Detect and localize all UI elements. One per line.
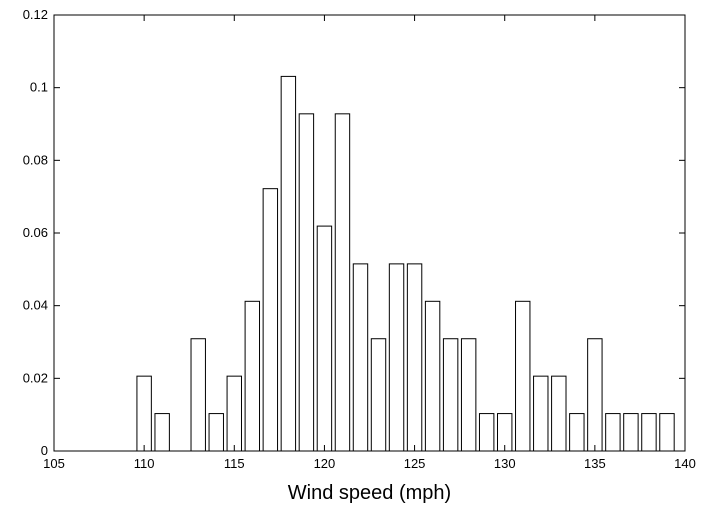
y-tick-label: 0.1 bbox=[30, 80, 48, 95]
histogram-bar bbox=[442, 338, 459, 452]
histogram-bar bbox=[587, 338, 603, 452]
y-tick-label: 0.06 bbox=[23, 225, 48, 240]
y-tick-label: 0.02 bbox=[23, 370, 48, 385]
x-tick-label: 115 bbox=[224, 456, 245, 471]
histogram-bar bbox=[551, 375, 567, 452]
x-tick-label: 120 bbox=[314, 456, 336, 471]
tick-labels-layer: 105 110 115 120 125 130 135 140 0 0.02 0.04 0.06 0.0… bbox=[23, 7, 696, 471]
x-tick-label: 125 bbox=[404, 456, 426, 471]
histogram-bar bbox=[298, 113, 315, 452]
histogram-bar bbox=[478, 413, 495, 452]
histogram-bar bbox=[370, 338, 387, 452]
histogram-bar bbox=[388, 263, 405, 452]
histogram-bar bbox=[136, 375, 152, 452]
y-tick-label: 0.12 bbox=[23, 7, 48, 22]
histogram-bar bbox=[623, 413, 639, 452]
x-axis-title: Wind speed (mph) bbox=[288, 482, 451, 504]
bars-layer bbox=[136, 75, 675, 452]
x-tick-label: 135 bbox=[584, 456, 606, 471]
histogram-bar bbox=[460, 338, 477, 452]
histogram-bar bbox=[406, 263, 423, 452]
histogram-bar bbox=[334, 113, 351, 452]
histogram-bar bbox=[226, 375, 242, 452]
histogram-bar bbox=[659, 413, 675, 452]
histogram-bar bbox=[424, 300, 441, 452]
x-tick-label: 130 bbox=[494, 456, 516, 471]
histogram-bar bbox=[316, 225, 333, 452]
histogram-bar bbox=[262, 188, 279, 452]
y-tick-label: 0.08 bbox=[23, 152, 48, 167]
histogram-bar bbox=[641, 413, 657, 452]
histogram-bar bbox=[533, 375, 549, 452]
y-tick-label: 0.04 bbox=[23, 298, 48, 313]
histogram-bar bbox=[605, 413, 621, 452]
x-tick-label: 105 bbox=[43, 456, 65, 471]
histogram-bar bbox=[190, 338, 206, 452]
histogram-bar bbox=[208, 413, 224, 452]
x-tick-label: 140 bbox=[674, 456, 696, 471]
histogram-bar bbox=[515, 300, 531, 452]
x-tick-label: 110 bbox=[134, 456, 155, 471]
histogram-bar bbox=[569, 413, 585, 452]
histogram-bar bbox=[244, 300, 261, 452]
histogram-bar bbox=[352, 263, 369, 452]
ticks-layer bbox=[53, 14, 686, 452]
histogram-bar bbox=[280, 75, 297, 452]
histogram-bar bbox=[154, 413, 170, 452]
y-tick-label: 0 bbox=[41, 443, 48, 458]
